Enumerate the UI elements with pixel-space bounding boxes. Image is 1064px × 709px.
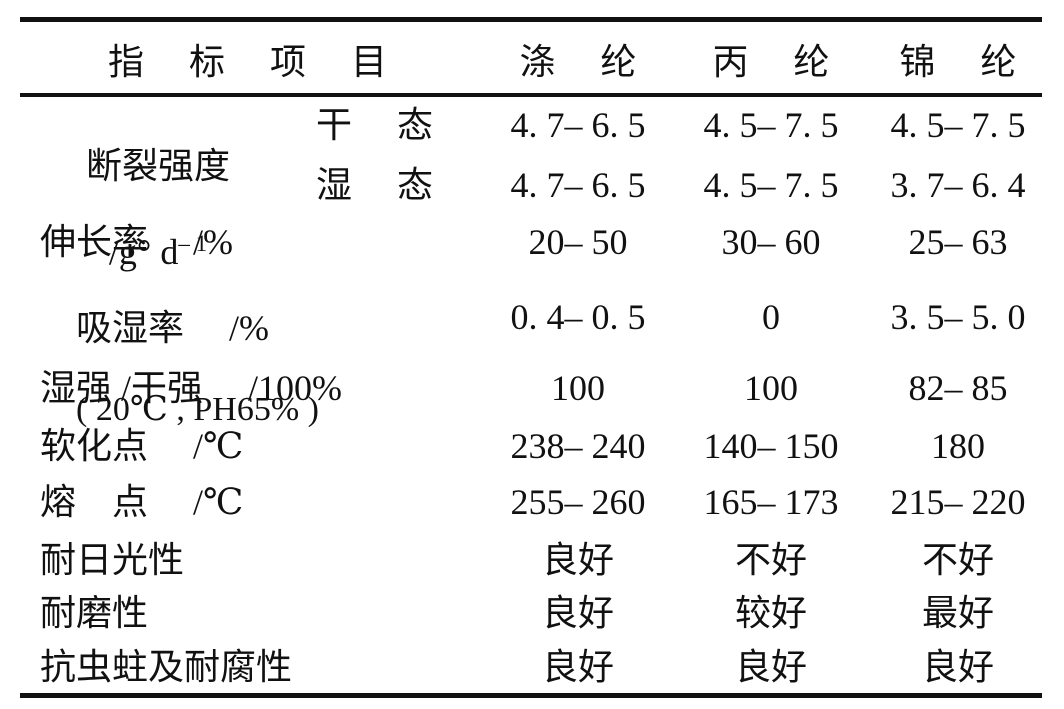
cell-value: 4. 5– 7. 5 xyxy=(703,165,839,205)
cell-value: 180 xyxy=(931,426,985,466)
cell-value: 不好 xyxy=(921,540,994,580)
row-label: 湿强 /干强 /100% xyxy=(40,368,342,408)
header-col-polyester: 涤 纶 xyxy=(519,42,637,82)
cell-value: 良好 xyxy=(541,593,614,633)
cell-value: 25– 63 xyxy=(908,222,1008,262)
cell-value: 20– 50 xyxy=(528,222,628,262)
moisture-label-line1: 吸湿率 /% xyxy=(76,308,269,348)
cell-value: 140– 150 xyxy=(703,426,839,466)
cell-value: 3. 5– 5. 0 xyxy=(890,297,1026,337)
table-header-row: 指 标 项 目 涤 纶 丙 纶 锦 纶 xyxy=(0,39,1064,85)
cell-value: 良好 xyxy=(921,647,994,687)
table-row-sunlight-resistance: 耐日光性 良好 不好 不好 xyxy=(0,537,1064,583)
cell-value: 良好 xyxy=(541,647,614,687)
cell-value: 4. 7– 6. 5 xyxy=(510,105,646,145)
row-label: 熔 点 /℃ xyxy=(40,482,244,522)
row-label: 软化点 /℃ xyxy=(40,426,244,466)
table-top-border xyxy=(20,17,1042,22)
cell-value: 165– 173 xyxy=(703,482,839,522)
cell-value: 255– 260 xyxy=(510,482,646,522)
state-label-wet: 湿 态 xyxy=(316,165,434,205)
header-col-nylon: 锦 纶 xyxy=(899,42,1017,82)
cell-value: 238– 240 xyxy=(510,426,646,466)
table-row-moisture: 0. 4– 0. 5 0 3. 5– 5. 0 xyxy=(0,294,1064,340)
cell-value: 4. 7– 6. 5 xyxy=(510,165,646,205)
cell-value: 82– 85 xyxy=(908,368,1008,408)
cell-value: 4. 5– 7. 5 xyxy=(890,105,1026,145)
cell-value: 0. 4– 0. 5 xyxy=(510,297,646,337)
table-bottom-border xyxy=(20,693,1042,698)
moisture-label-line2: ( 20℃ , PH65% ) xyxy=(76,391,319,428)
cell-value: 0 xyxy=(762,297,780,337)
moisture-label: 吸湿率 /% ( 20℃ , PH65% ) xyxy=(40,268,319,470)
table-row-wet-strength: 湿 态 4. 7– 6. 5 4. 5– 7. 5 3. 7– 6. 4 xyxy=(0,162,1064,208)
cell-value: 4. 5– 7. 5 xyxy=(703,105,839,145)
row-label: 抗虫蛀及耐腐性 xyxy=(40,647,293,687)
cell-value: 良好 xyxy=(541,540,614,580)
cell-value: 3. 7– 6. 4 xyxy=(890,165,1026,205)
breaking-strength-label: 断裂强度 /g° d– 1 xyxy=(30,102,250,317)
table-row-abrasion-resistance: 耐磨性 良好 较好 最好 xyxy=(0,590,1064,636)
header-col-polypropylene: 丙 纶 xyxy=(712,42,830,82)
breaking-strength-title: 断裂强度 xyxy=(85,146,230,186)
cell-value: 100 xyxy=(744,368,798,408)
state-label-dry: 干 态 xyxy=(316,105,434,145)
cell-value: 不好 xyxy=(734,540,807,580)
row-label: 伸长率 /% xyxy=(40,222,233,262)
table-row-melting-point: 熔 点 /℃ 255– 260 165– 173 215– 220 xyxy=(0,479,1064,525)
header-separator xyxy=(20,93,1042,97)
cell-value: 215– 220 xyxy=(890,482,1026,522)
table-row-elongation: 伸长率 /% 20– 50 30– 60 25– 63 xyxy=(0,219,1064,265)
cell-value: 最好 xyxy=(921,593,994,633)
row-label: 耐磨性 xyxy=(40,593,149,633)
cell-value: 良好 xyxy=(734,647,807,687)
breaking-strength-unit: /g° d– 1 xyxy=(108,231,208,272)
table-row-softening-point: 软化点 /℃ 238– 240 140– 150 180 xyxy=(0,423,1064,469)
cell-value: 100 xyxy=(551,368,605,408)
table-row-dry-strength: 干 态 4. 7– 6. 5 4. 5– 7. 5 4. 5– 7. 5 xyxy=(0,102,1064,148)
row-label: 耐日光性 xyxy=(40,540,185,580)
table-row-insect-corrosion-resistance: 抗虫蛀及耐腐性 良好 良好 良好 xyxy=(0,644,1064,690)
table-row-wet-dry-ratio: 湿强 /干强 /100% 100 100 82– 85 xyxy=(0,365,1064,411)
cell-value: 30– 60 xyxy=(721,222,821,262)
header-label-indicator: 指 标 项 目 xyxy=(108,42,406,82)
cell-value: 较好 xyxy=(734,593,807,633)
